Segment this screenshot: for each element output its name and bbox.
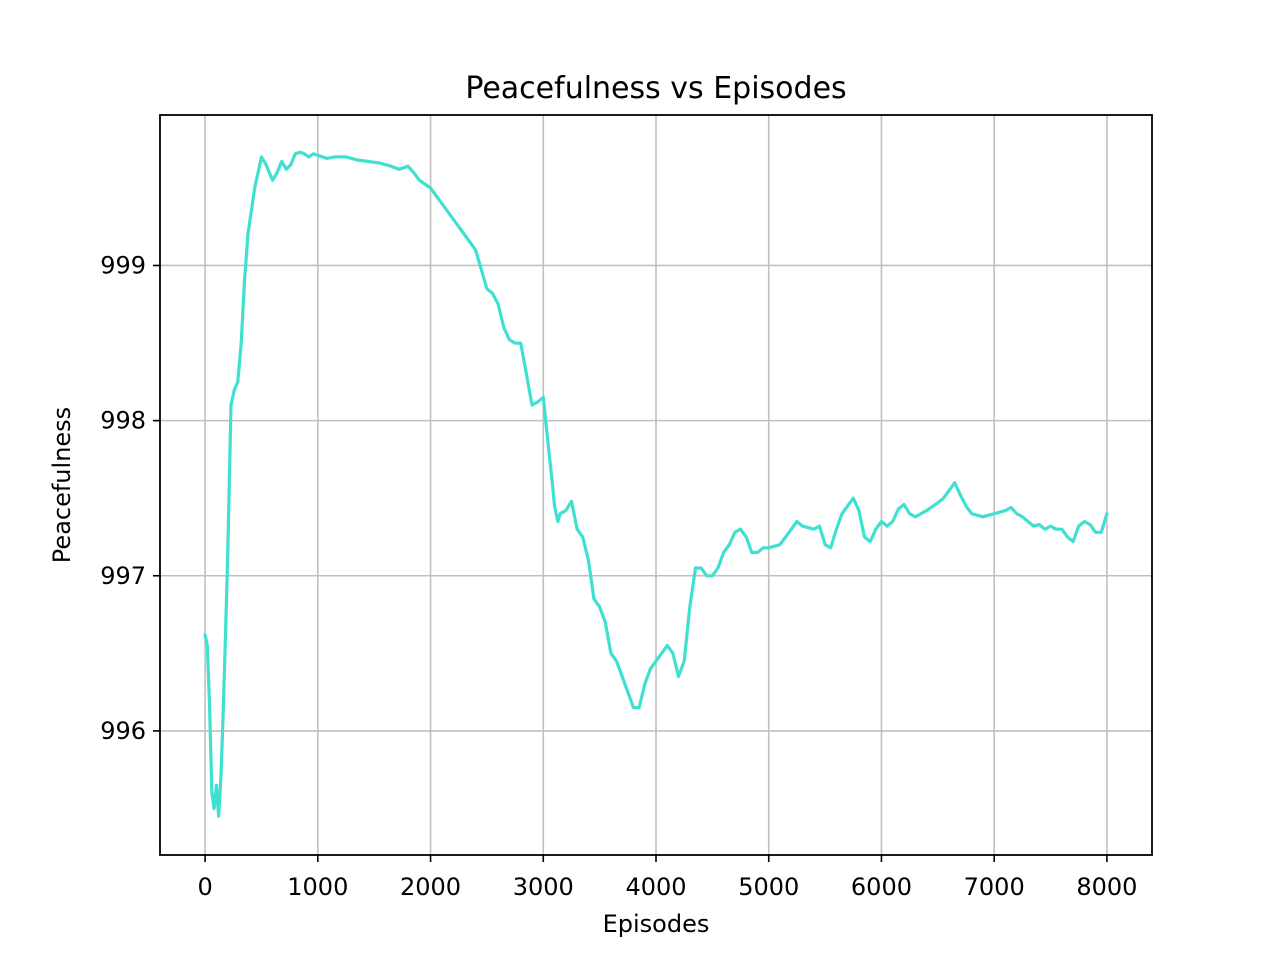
plot-area <box>203 150 1109 818</box>
y-tick-label: 996 <box>100 717 146 745</box>
x-tick-label: 8000 <box>1076 873 1137 901</box>
series-line <box>203 150 1109 818</box>
y-axis-ticks: 996 997 998 999 <box>100 251 160 745</box>
x-tick-label: 7000 <box>964 873 1025 901</box>
x-tick-label: 2000 <box>400 873 461 901</box>
x-tick-label: 4000 <box>625 873 686 901</box>
y-axis-label: Peacefulness <box>48 407 76 563</box>
x-axis-label: Episodes <box>603 910 710 938</box>
y-tick-label: 998 <box>100 407 146 435</box>
grid-lines <box>160 115 1152 855</box>
x-tick-label: 0 <box>197 873 212 901</box>
x-tick-label: 1000 <box>287 873 348 901</box>
chart-title: Peacefulness vs Episodes <box>465 71 846 106</box>
x-tick-label: 5000 <box>738 873 799 901</box>
x-tick-label: 6000 <box>851 873 912 901</box>
y-tick-label: 999 <box>100 251 146 279</box>
x-tick-label: 3000 <box>513 873 574 901</box>
y-tick-label: 997 <box>100 562 146 590</box>
x-axis-ticks: 0 1000 2000 3000 4000 5000 6000 7000 8000 <box>197 855 1137 901</box>
